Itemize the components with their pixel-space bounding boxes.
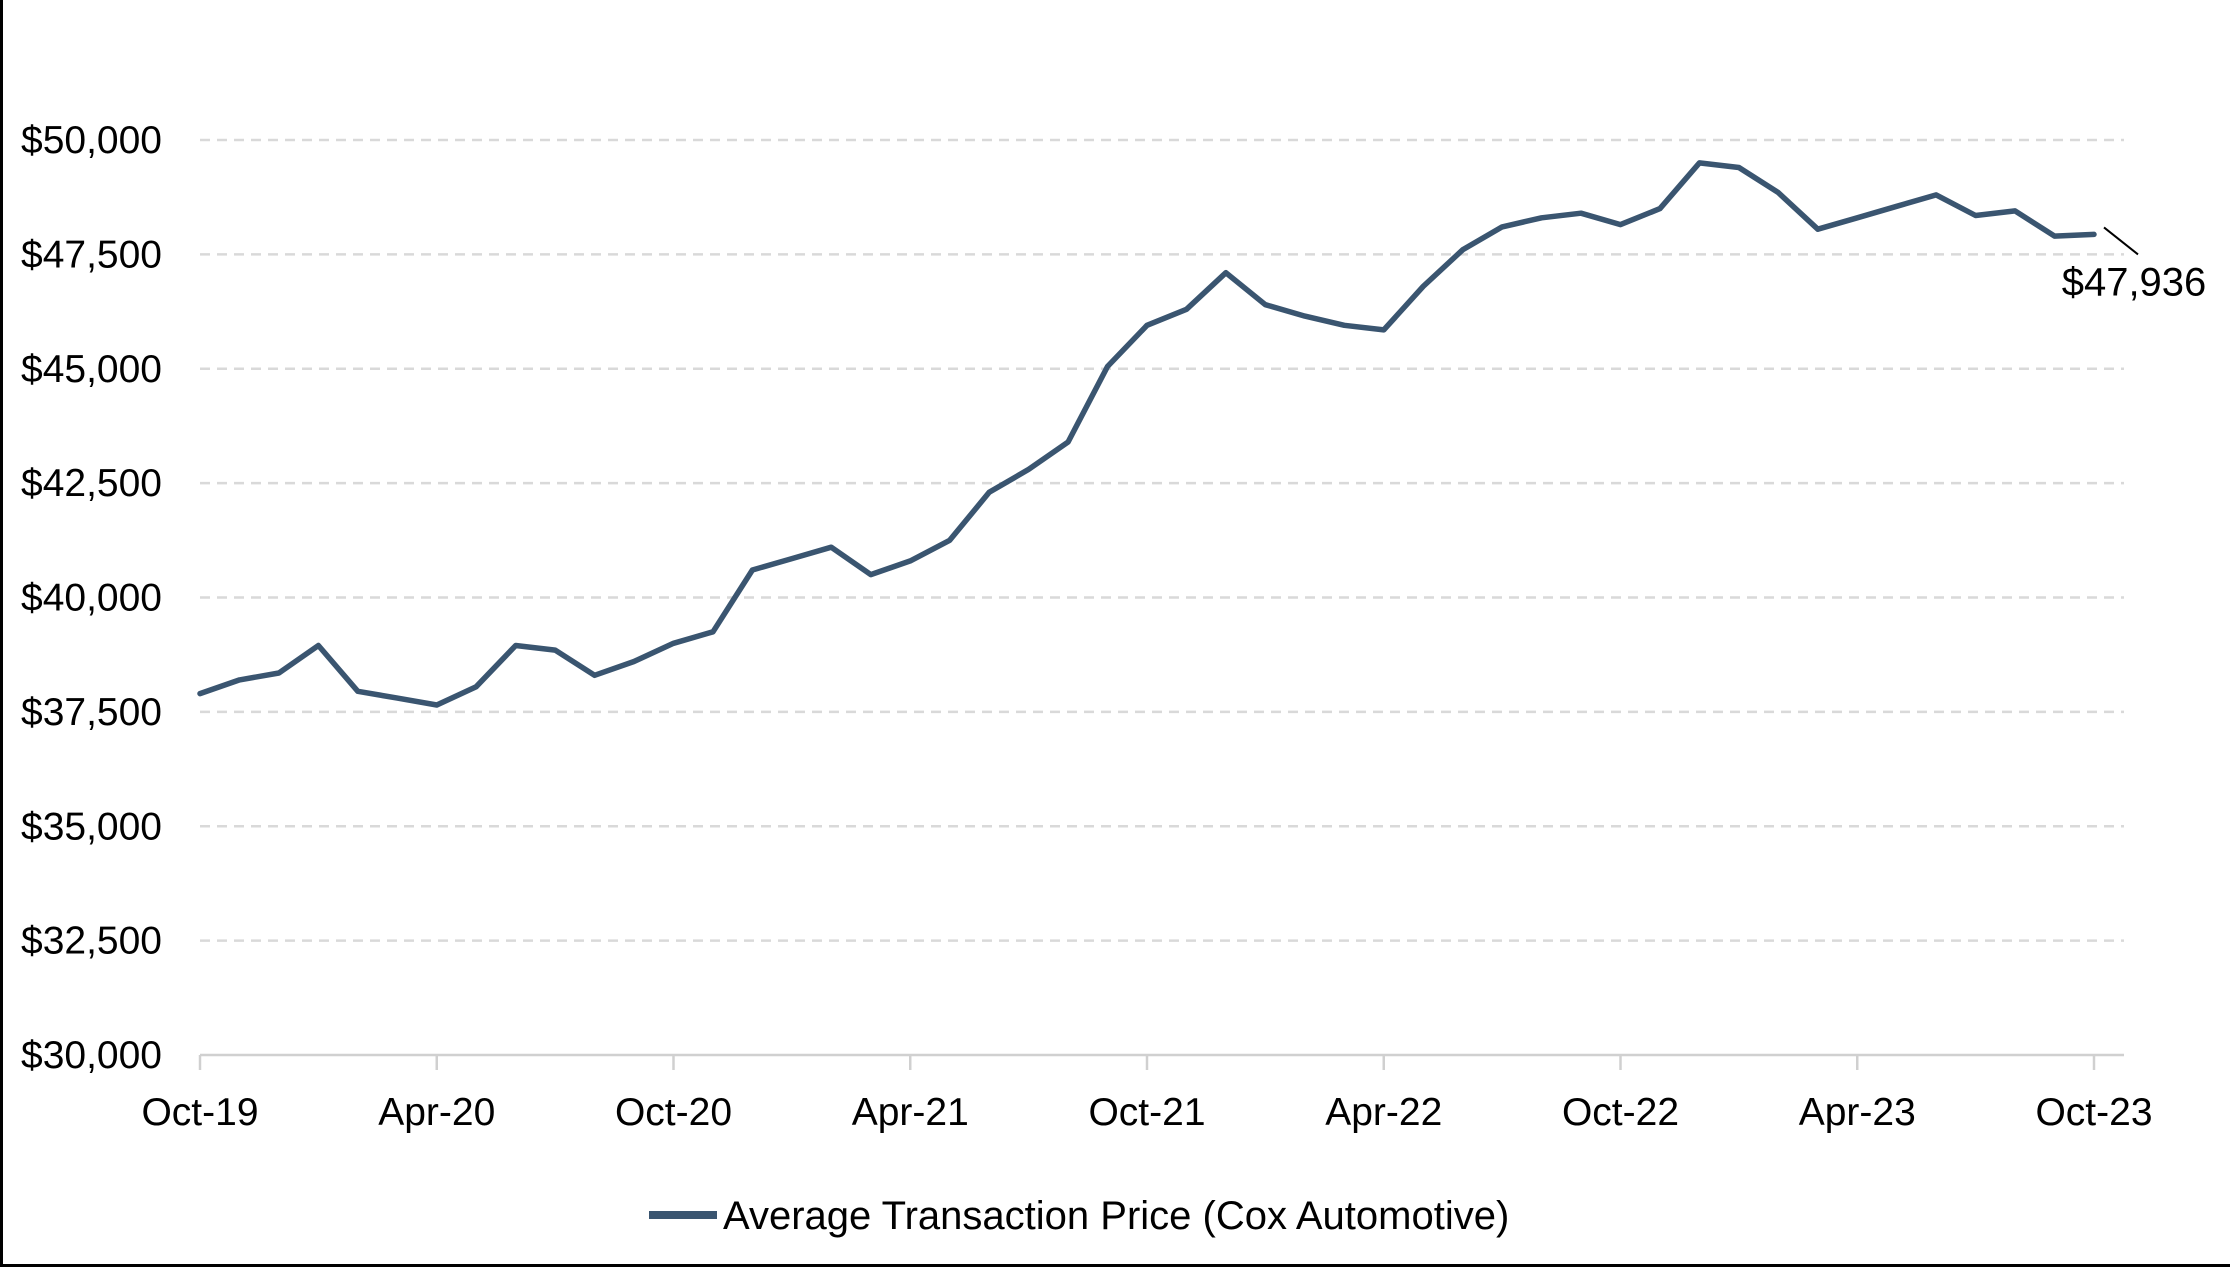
legend: Average Transaction Price (Cox Automotiv… bbox=[649, 1194, 1509, 1238]
series-line bbox=[197, 160, 2097, 708]
left-border-line bbox=[0, 0, 3, 1267]
x-axis-tick-label: Oct-20 bbox=[615, 1091, 732, 1134]
end-point-data-label: $47,936 bbox=[2062, 260, 2207, 304]
x-axis-tick-label: Apr-21 bbox=[852, 1091, 969, 1134]
y-axis-tick-label: $47,500 bbox=[21, 233, 162, 276]
y-axis-tick-label: $40,000 bbox=[21, 577, 162, 620]
end-label-leader-line bbox=[2103, 226, 2139, 256]
x-axis bbox=[198, 1053, 2124, 1070]
y-axis-tick-label: $45,000 bbox=[21, 348, 162, 391]
x-axis-tick-label: Apr-20 bbox=[378, 1091, 495, 1134]
y-axis-tick-label: $50,000 bbox=[21, 119, 162, 162]
legend-label: Average Transaction Price (Cox Automotiv… bbox=[723, 1194, 1509, 1238]
y-axis-labels: $30,000 $32,500 $35,000 $37,500 $40,000 $42,5… bbox=[21, 119, 162, 1077]
x-axis-tick-label: Oct-22 bbox=[1562, 1091, 1679, 1134]
x-axis-tick-label: Apr-22 bbox=[1325, 1091, 1442, 1134]
y-axis-tick-label: $30,000 bbox=[21, 1034, 162, 1077]
y-axis-tick-label: $37,500 bbox=[21, 691, 162, 734]
gridlines bbox=[200, 138, 2124, 942]
y-axis-tick-label: $35,000 bbox=[21, 805, 162, 848]
y-axis-tick-label: $42,500 bbox=[21, 462, 162, 505]
x-axis-tick-label: Oct-21 bbox=[1088, 1091, 1205, 1134]
x-axis-labels: Oct-19 Apr-20 Oct-20 Apr-21 Oct-21 Apr-22 Oct-… bbox=[141, 1091, 2152, 1134]
x-axis-tick-label: Apr-23 bbox=[1799, 1091, 1916, 1134]
x-axis-tick-label: Oct-23 bbox=[2035, 1091, 2152, 1134]
y-axis-tick-label: $32,500 bbox=[21, 920, 162, 963]
x-axis-tick-label: Oct-19 bbox=[141, 1091, 258, 1134]
bottom-border-line bbox=[0, 1264, 2230, 1267]
